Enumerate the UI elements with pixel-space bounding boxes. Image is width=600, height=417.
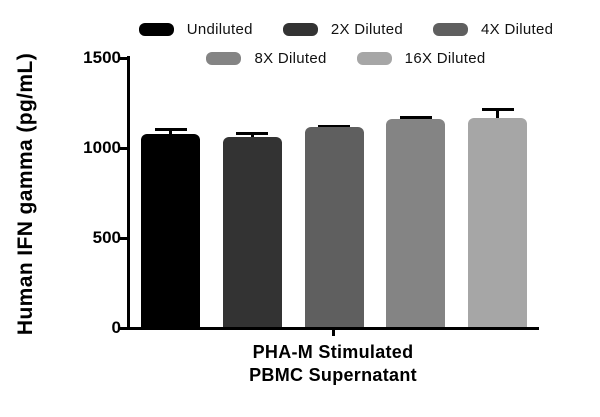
legend-swatch (356, 51, 392, 65)
error-bar-cap (481, 107, 514, 111)
legend-label: 2X Diluted (330, 20, 404, 38)
bar-2x-diluted (222, 137, 282, 329)
legend-row: 8X Diluted 16X Diluted (206, 49, 485, 67)
legend-item-4x-diluted: 4X Diluted (433, 21, 553, 38)
legend-swatch (206, 51, 242, 65)
legend-swatch (138, 22, 174, 36)
legend-label: 16X Diluted (404, 49, 486, 67)
error-bar-cap (236, 132, 269, 136)
error-bar-stem (250, 133, 254, 140)
bar-8x-diluted (386, 119, 446, 329)
legend-swatch (282, 22, 318, 36)
bar-undiluted (141, 133, 200, 329)
legend-swatch (433, 22, 469, 36)
error-bar-cap (154, 127, 187, 131)
error-bar-stem (496, 109, 499, 121)
y-tick-label: 1000 (83, 138, 121, 157)
legend-label: Undiluted (186, 20, 253, 38)
legend-label: 8X Diluted (254, 49, 327, 67)
error-bar-stem (169, 129, 172, 136)
x-tick (332, 330, 335, 336)
error-bar-cap (399, 115, 432, 119)
y-tick (120, 146, 128, 150)
y-tick (120, 236, 128, 240)
x-axis-label: PHA-M Stimulated PBMC Supernatant (126, 341, 540, 387)
error-bar-cap (318, 124, 350, 128)
y-tick (120, 326, 128, 330)
x-axis-line (127, 327, 539, 330)
legend: Undiluted 2X Diluted 4X Diluted 8X Diluted 1… (120, 20, 572, 67)
legend-row: Undiluted 2X Diluted 4X Diluted (138, 20, 554, 38)
y-axis-title: Human IFN gamma (pg/mL) (14, 52, 37, 336)
y-tick (120, 56, 128, 60)
bar-16x-diluted (468, 118, 527, 329)
x-axis-label-line1: PHA-M Stimulated (252, 342, 414, 362)
y-tick-label: 500 (92, 228, 121, 247)
legend-item-8x-diluted: 8X Diluted (206, 50, 326, 67)
y-tick-label: 1500 (83, 48, 121, 67)
legend-label: 4X Diluted (481, 20, 554, 38)
legend-item-16x-diluted: 16X Diluted (356, 49, 486, 67)
y-tick-label: 0 (111, 318, 121, 337)
bar-4x-diluted (304, 127, 364, 329)
x-axis-label-line2: PBMC Supernatant (249, 365, 417, 385)
legend-item-undiluted: Undiluted (138, 20, 253, 38)
y-axis-line (127, 56, 130, 330)
legend-item-2x-diluted: 2X Diluted (282, 20, 404, 38)
